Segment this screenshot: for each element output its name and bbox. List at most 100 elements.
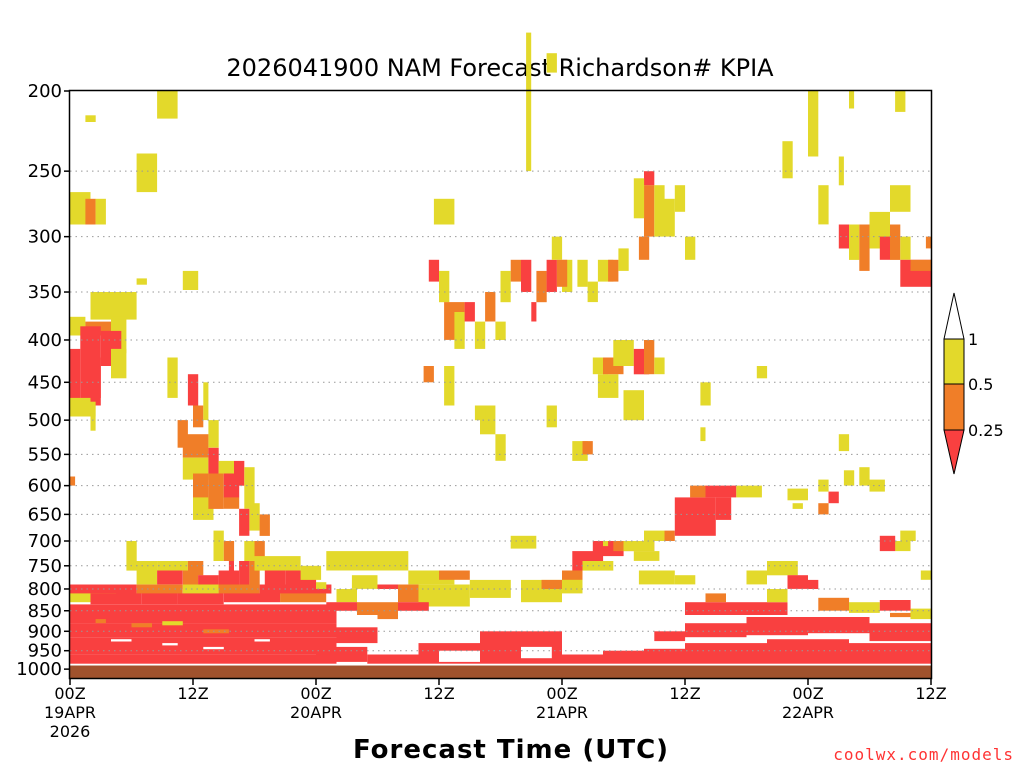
ri-cell	[638, 570, 675, 585]
ri-cell	[428, 259, 440, 282]
ri-cell	[818, 185, 829, 225]
ri-cell	[920, 570, 932, 580]
ri-cell	[623, 390, 644, 421]
ri-cell	[582, 561, 614, 571]
ri-cell	[234, 460, 245, 486]
ri-cell	[336, 627, 378, 644]
ri-cell	[767, 589, 788, 603]
ri-cell	[613, 340, 634, 366]
ri-cell	[485, 292, 496, 322]
ri-cell	[187, 374, 199, 406]
ri-cell	[111, 348, 127, 379]
ri-cell	[177, 593, 224, 605]
y-tick-label: 800	[28, 579, 62, 600]
ri-cell	[218, 584, 260, 594]
ri-cell	[674, 497, 716, 536]
ri-cell	[726, 643, 767, 664]
ri-cell	[879, 535, 896, 552]
ri-cell	[546, 259, 557, 292]
ri-cell	[126, 541, 137, 561]
ri-cell	[239, 561, 250, 589]
ri-cell	[849, 643, 890, 664]
ri-cell	[849, 91, 855, 109]
ri-cell	[439, 650, 480, 662]
ri-cell	[351, 575, 378, 589]
ri-cell	[495, 434, 506, 461]
x-tick-label: 20APR	[290, 703, 342, 722]
ri-cell	[849, 602, 880, 613]
ri-cell	[910, 259, 931, 271]
y-tick-label: 400	[28, 330, 62, 351]
ri-cell	[464, 302, 475, 322]
ri-cell	[203, 629, 229, 634]
ri-cell	[521, 259, 532, 292]
ri-cell	[900, 236, 911, 260]
ri-cell	[715, 497, 732, 520]
ri-cell	[674, 575, 696, 585]
ri-cell	[223, 593, 281, 603]
ri-cell	[531, 302, 537, 322]
ri-cell	[70, 192, 91, 225]
ri-cell	[111, 639, 132, 642]
ri-cell	[141, 593, 178, 605]
ri-cell	[895, 91, 906, 112]
legend-swatch-0-5-1	[943, 338, 965, 385]
ri-cell	[705, 593, 726, 603]
ri-cell	[264, 570, 286, 589]
ri-cell	[890, 643, 931, 664]
ri-cell	[890, 224, 901, 260]
ri-cell	[326, 602, 358, 611]
ri-cell	[423, 366, 434, 383]
ri-cell	[95, 198, 106, 225]
ri-cell	[638, 236, 650, 260]
ri-cell	[818, 479, 829, 492]
ri-cell	[603, 541, 609, 547]
ri-cell	[398, 584, 419, 603]
y-axis: 200 250 300 350 400 450 500 550 600 650 700 7508008…	[16, 81, 70, 680]
ri-cell	[90, 292, 137, 320]
ri-cell	[367, 654, 419, 664]
credit-text: coolwx.com/models	[833, 745, 1014, 764]
ri-cell	[90, 401, 96, 431]
ri-cell	[280, 593, 327, 603]
ri-cell	[597, 374, 619, 398]
ri-cell	[879, 236, 891, 260]
ri-cell	[95, 619, 106, 624]
ri-cell	[418, 584, 470, 607]
ri-cell	[838, 224, 850, 249]
ri-cell	[193, 473, 209, 498]
ri-cell	[136, 584, 183, 594]
ri-cell	[377, 584, 398, 589]
ri-cell	[131, 623, 152, 628]
ri-cell	[208, 420, 219, 448]
ri-cell	[869, 623, 931, 642]
ri-cell	[556, 259, 568, 287]
ri-cell	[808, 579, 819, 589]
ri-cell	[208, 447, 219, 474]
ri-cell	[746, 617, 808, 636]
x-tick-label: 12Z	[423, 684, 454, 703]
y-tick-label: 200	[28, 81, 62, 102]
ri-cell	[664, 530, 675, 541]
x-tick-label: 2026	[50, 722, 91, 741]
ri-cell	[316, 582, 327, 589]
ri-cell	[910, 608, 931, 620]
ri-cell	[838, 434, 850, 452]
ri-cell	[685, 643, 726, 664]
ri-cell	[254, 556, 301, 571]
ri-cell	[792, 503, 803, 509]
ri-cell	[690, 485, 706, 498]
ri-cell	[828, 491, 839, 504]
ri-cell	[469, 579, 511, 598]
y-tick-label: 350	[28, 282, 62, 303]
ri-cell	[162, 643, 178, 646]
ri-cell	[664, 198, 675, 237]
cells-layer	[70, 32, 932, 664]
ri-cell	[259, 514, 270, 536]
ri-cell	[510, 535, 537, 549]
ri-cell	[495, 321, 506, 340]
ri-cell	[618, 248, 629, 271]
ri-cell	[890, 185, 911, 212]
ri-cell	[526, 32, 532, 172]
